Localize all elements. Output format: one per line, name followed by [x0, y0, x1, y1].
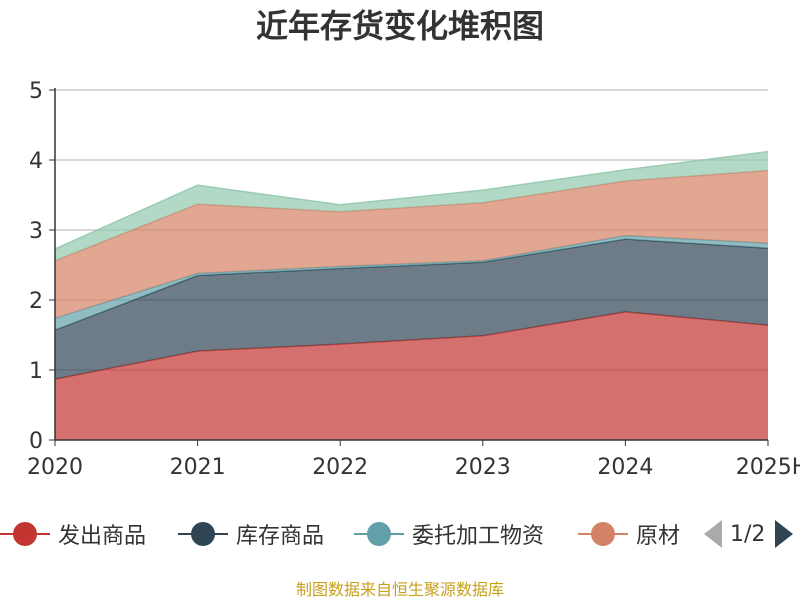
legend-item-1[interactable]: 库存商品	[178, 512, 324, 556]
legend-label: 库存商品	[236, 524, 325, 549]
legend-marker-2	[354, 522, 404, 546]
legend-label: 发出商品	[58, 524, 147, 549]
chart-title: 近年存货变化堆积图	[255, 7, 544, 45]
legend-page-indicator: 1/2	[730, 521, 766, 547]
x-tick-label-0: 2020	[27, 455, 83, 480]
x-tick-label-1: 2021	[170, 455, 226, 480]
legend-marker-1	[178, 522, 228, 546]
legend-prev-icon[interactable]	[704, 520, 722, 548]
axes: 0 1 2 3 4 5 2020 2021 2022 2023 2024 2025H	[27, 79, 800, 480]
legend-item-3[interactable]: 原材	[578, 512, 680, 556]
legend-label: 原材	[636, 524, 681, 549]
legend-item-2[interactable]: 委托加工物资	[354, 512, 544, 556]
stacked-areas	[54, 150, 769, 440]
legend-item-0[interactable]: 发出商品	[0, 512, 146, 556]
legend-marker-dot	[367, 522, 391, 546]
x-tick-label-2: 2022	[312, 455, 368, 480]
area-series-0	[55, 311, 768, 440]
legend-marker-dot	[591, 522, 615, 546]
y-tick-label-3: 3	[29, 219, 43, 244]
legend: 发出商品 库存商品 委托加工物资 原材	[0, 512, 700, 556]
area-series-3	[55, 170, 768, 319]
legend-marker-3	[578, 522, 628, 546]
y-tick-label-5: 5	[29, 79, 43, 104]
y-tick-label-4: 4	[29, 149, 43, 174]
y-tick-label-1: 1	[29, 359, 43, 384]
data-source-note: 制图数据来自恒生聚源数据库	[295, 580, 504, 599]
legend-pager: 1/2	[700, 512, 800, 556]
y-tick-label-0: 0	[29, 429, 43, 454]
legend-marker-0	[0, 522, 50, 546]
legend-marker-dot	[13, 522, 37, 546]
area-line-4	[54, 150, 769, 250]
y-axis-label-clip	[0, 72, 6, 152]
area-series-4	[55, 151, 768, 261]
legend-next-icon[interactable]	[775, 520, 794, 548]
x-tick-label-4: 2024	[597, 455, 653, 480]
y-tick-label-2: 2	[29, 289, 43, 314]
x-tick-label-5: 2025H	[736, 455, 800, 480]
legend-marker-dot	[191, 522, 215, 546]
x-tick-label-3: 2023	[455, 455, 511, 480]
legend-label: 委托加工物资	[412, 524, 545, 549]
